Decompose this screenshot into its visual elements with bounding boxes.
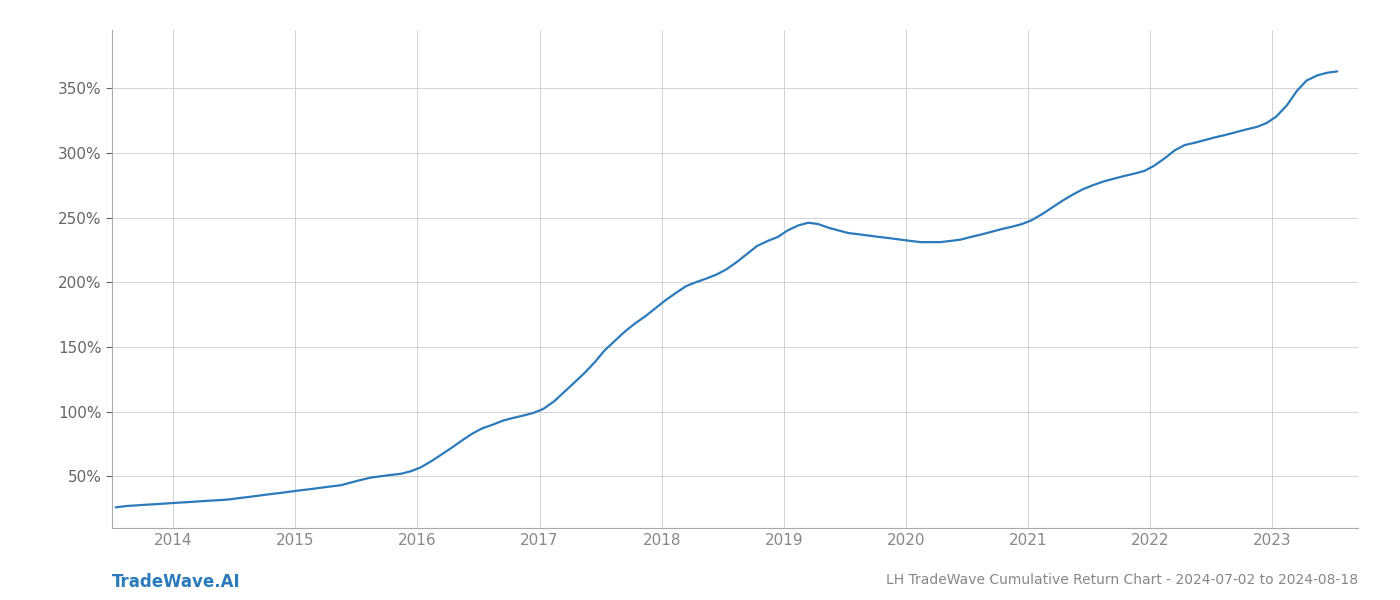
Text: LH TradeWave Cumulative Return Chart - 2024-07-02 to 2024-08-18: LH TradeWave Cumulative Return Chart - 2… [886,573,1358,587]
Text: TradeWave.AI: TradeWave.AI [112,573,241,591]
